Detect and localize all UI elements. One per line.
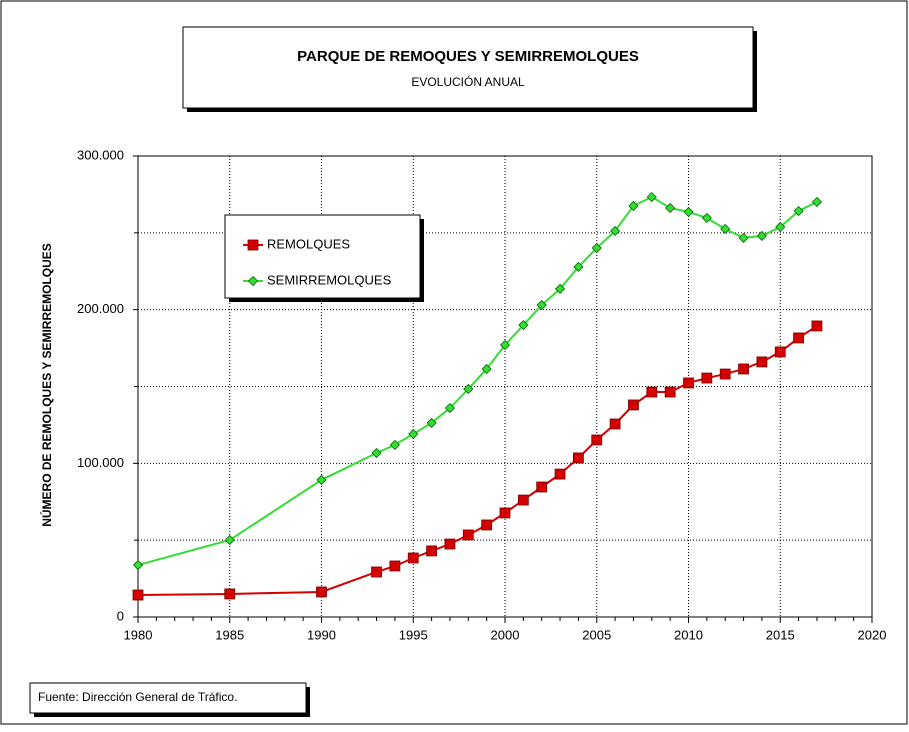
- marker: [664, 386, 676, 398]
- title-box: [182, 26, 754, 109]
- y-tick-label: 0: [117, 608, 124, 623]
- x-tick-label: 1985: [215, 627, 244, 642]
- marker: [316, 586, 327, 598]
- legend-label: SEMIRREMOLQUES: [267, 272, 392, 287]
- marker: [499, 507, 511, 519]
- marker: [811, 320, 823, 332]
- source: Fuente: Dirección General de Tráfico.: [38, 690, 237, 704]
- marker: [389, 560, 401, 572]
- marker: [683, 206, 694, 218]
- marker: [665, 202, 676, 214]
- chart-subtitle: EVOLUCIÓN ANUAL: [411, 74, 525, 89]
- x-tick-label: 1995: [399, 627, 428, 642]
- x-tick-label: 1980: [124, 627, 153, 642]
- x-tick-label: 2020: [858, 627, 887, 642]
- y-tick-label: 100.000: [77, 455, 124, 470]
- x-tick-label: 2000: [491, 627, 520, 642]
- marker: [591, 434, 603, 446]
- marker: [793, 205, 804, 217]
- legend-label: REMOLQUES: [267, 236, 350, 251]
- marker: [481, 363, 492, 375]
- marker: [316, 474, 327, 485]
- marker: [628, 200, 639, 212]
- marker: [720, 223, 731, 235]
- marker: [481, 519, 493, 531]
- series-line: [137, 325, 818, 597]
- legend-box: [224, 214, 421, 299]
- marker: [426, 417, 437, 428]
- marker: [774, 346, 786, 358]
- chart-title: PARQUE DE REMOQUES Y SEMIRREMOLQUES: [297, 48, 639, 65]
- marker: [683, 377, 694, 389]
- marker: [719, 368, 731, 380]
- marker: [610, 225, 621, 237]
- legend-marker: [247, 275, 259, 287]
- marker: [536, 299, 547, 311]
- marker: [371, 566, 382, 578]
- marker: [756, 356, 768, 368]
- marker: [408, 428, 419, 440]
- x-tick-label: 1990: [307, 627, 336, 642]
- marker: [463, 383, 474, 395]
- x-tick-label: 2005: [582, 627, 611, 642]
- x-tick-label: 2010: [674, 627, 703, 642]
- series-line: [137, 195, 818, 567]
- y-tick-label: 300.000: [77, 147, 124, 162]
- marker: [536, 481, 548, 493]
- marker: [407, 552, 419, 564]
- marker: [371, 447, 382, 459]
- marker: [775, 221, 786, 233]
- marker: [701, 212, 712, 223]
- marker: [224, 534, 235, 546]
- marker: [444, 538, 456, 550]
- marker: [738, 363, 749, 375]
- marker: [499, 339, 511, 351]
- marker: [646, 191, 657, 203]
- legend-marker: [247, 239, 259, 251]
- marker: [554, 283, 566, 294]
- marker: [132, 589, 144, 601]
- marker: [738, 232, 749, 243]
- marker: [646, 386, 658, 398]
- marker: [591, 242, 602, 254]
- marker: [609, 418, 621, 430]
- x-tick-label: 2015: [766, 627, 795, 642]
- marker: [628, 399, 639, 411]
- marker: [224, 588, 236, 600]
- marker: [701, 372, 713, 384]
- marker: [518, 319, 529, 331]
- y-axis-label: NÚMERO DE REMOLQUES Y SEMIRREMOLQUES: [39, 243, 54, 527]
- marker: [573, 261, 584, 273]
- marker: [811, 196, 823, 208]
- marker: [389, 439, 400, 450]
- marker: [462, 529, 474, 541]
- source-box: [29, 682, 307, 714]
- marker: [426, 545, 438, 557]
- marker: [756, 230, 767, 241]
- marker: [793, 332, 804, 344]
- marker: [573, 452, 584, 464]
- marker: [554, 468, 566, 480]
- marker: [132, 559, 144, 571]
- marker: [444, 402, 456, 414]
- marker: [517, 494, 529, 506]
- y-tick-label: 200.000: [77, 301, 124, 316]
